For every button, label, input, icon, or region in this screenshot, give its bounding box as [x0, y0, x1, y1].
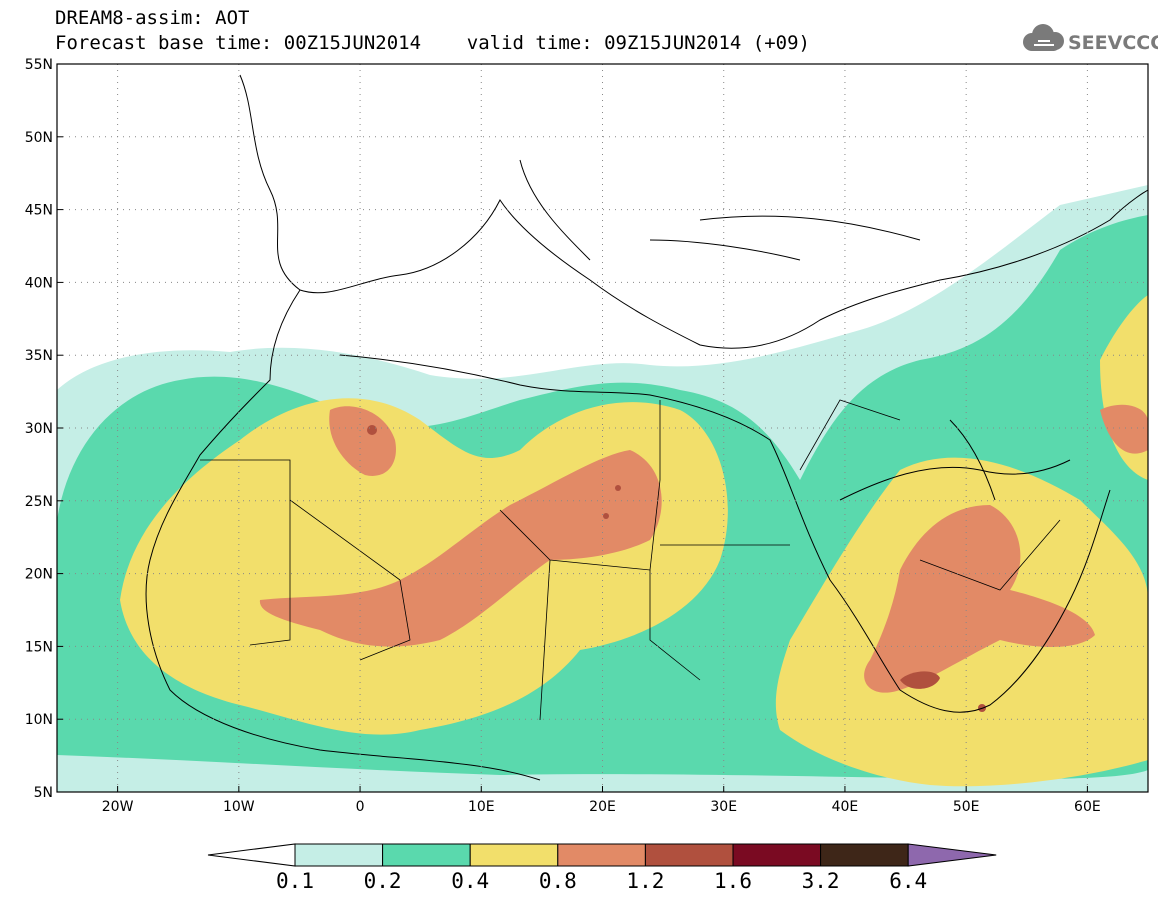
- colorbar-over-triangle: [907, 843, 997, 867]
- lon-tick-label: 10W: [223, 799, 255, 815]
- lon-tick-label: 60E: [1074, 799, 1101, 815]
- colorbar-under-triangle: [207, 843, 296, 867]
- lat-tick-label: 10N: [25, 712, 53, 728]
- country-borders: [200, 399, 1061, 721]
- colorbar-segment: [644, 843, 734, 867]
- colorbar-segment: [732, 843, 822, 867]
- lat-tick-label: 55N: [25, 57, 53, 73]
- lat-tick-label: 25N: [25, 494, 53, 510]
- colorbar-segment: [382, 843, 471, 867]
- colorbar-segment: [469, 843, 559, 867]
- lon-tick-label: 10E: [468, 799, 495, 815]
- grid-lines: [57, 63, 1148, 793]
- aot-band-0.8: [259, 450, 662, 647]
- aot-band-0.8-east: [864, 505, 1095, 693]
- seevccc-logo: SEEVCCC: [1018, 22, 1164, 58]
- colorbar-label: 3.2: [802, 869, 840, 893]
- lon-tick-label: 20E: [589, 799, 616, 815]
- lat-tick-label: 50N: [25, 130, 53, 146]
- lat-tick-label: 20N: [25, 567, 53, 583]
- colorbar-label: 0.4: [451, 869, 489, 893]
- colorbar-segment: [820, 843, 909, 867]
- lon-tick-label: 20W: [102, 799, 134, 815]
- cloud-icon: [1023, 24, 1064, 51]
- lat-tick-label: 40N: [25, 275, 53, 291]
- aot-band-0.8-ne: [1100, 404, 1148, 454]
- colorbar-label: 1.6: [714, 869, 752, 893]
- lon-tick-label: 50E: [953, 799, 980, 815]
- aot-band-0.8-north: [329, 406, 396, 476]
- lon-tick-label: 40E: [832, 799, 859, 815]
- plot-frame: [56, 63, 1149, 793]
- lat-tick-label: 15N: [25, 639, 53, 655]
- forecast-times: Forecast base time: 00Z15JUN2014 valid t…: [55, 32, 810, 54]
- colorbar-segment: [294, 843, 384, 867]
- aot-band-1.2: [900, 671, 940, 689]
- colorbar-label: 6.4: [889, 869, 927, 893]
- colorbar-label: 0.8: [539, 869, 577, 893]
- lat-axis-labels: 5N 10N 15N 20N 25N 30N 35N 40N 45N 50N 55N: [25, 57, 53, 801]
- colorbar-segment: [557, 843, 646, 867]
- lat-tick-label: 45N: [25, 203, 53, 219]
- lon-tick-label: 0: [356, 799, 365, 815]
- logo-text: SEEVCCC: [1068, 32, 1158, 54]
- lat-tick-label: 30N: [25, 421, 53, 437]
- aot-colorbar: 0.1 0.2 0.4 0.8 1.2 1.6 3.2 6.4: [207, 843, 997, 893]
- coastlines: [145, 74, 1148, 781]
- lon-tick-label: 30E: [710, 799, 737, 815]
- lon-axis-labels: 20W 10W 0 10E 20E 30E 40E 50E 60E: [102, 799, 1101, 815]
- lat-tick-label: 5N: [34, 785, 53, 801]
- colorbar-label: 0.2: [364, 869, 402, 893]
- colorbar-label: 0.1: [276, 869, 314, 893]
- colorbar-label: 1.2: [626, 869, 664, 893]
- map-title: DREAM8-assim: AOT: [55, 7, 250, 29]
- lat-tick-label: 35N: [25, 348, 53, 364]
